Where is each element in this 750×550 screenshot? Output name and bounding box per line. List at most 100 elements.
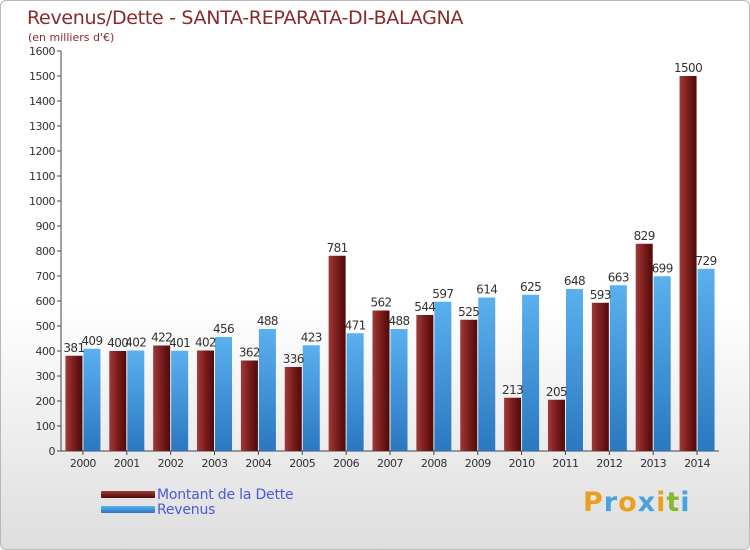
y-tick-label: 1500 bbox=[29, 70, 55, 83]
bar-dette bbox=[197, 350, 215, 451]
data-label-revenus: 409 bbox=[81, 334, 102, 348]
data-label-dette: 1500 bbox=[674, 61, 702, 75]
y-tick-label: 1400 bbox=[29, 95, 55, 108]
logo-letter: o bbox=[618, 487, 638, 518]
bar-dette bbox=[240, 360, 258, 451]
x-tick-label: 2009 bbox=[465, 457, 491, 470]
bar-revenus bbox=[565, 289, 583, 451]
axes: 0 100 200 300 400 500 600 700 800 900 1000 1100 1200… bbox=[29, 45, 719, 470]
data-label-dette: 336 bbox=[283, 352, 304, 366]
x-tick-label: 2011 bbox=[552, 457, 578, 470]
logo-letter: P bbox=[583, 487, 604, 518]
bar-revenus bbox=[83, 348, 101, 451]
bar-dette bbox=[635, 243, 653, 451]
logo-letter: i bbox=[680, 487, 691, 518]
logo-letter: r bbox=[603, 487, 619, 518]
legend-item-revenus: Revenus bbox=[101, 502, 293, 518]
legend-swatch-debt bbox=[101, 491, 155, 498]
logo-letter: t bbox=[666, 487, 681, 518]
x-tick-label: 2014 bbox=[684, 457, 710, 470]
data-label-revenus: 699 bbox=[652, 261, 673, 275]
chart-title: Revenus/Dette - SANTA-REPARATA-DI-BALAGN… bbox=[27, 7, 464, 29]
legend: Montant de la Dette Revenus bbox=[101, 486, 294, 518]
data-label-dette: 205 bbox=[546, 385, 567, 399]
data-label-revenus: 402 bbox=[125, 336, 146, 350]
data-label-revenus: 597 bbox=[432, 287, 453, 301]
data-label-revenus: 471 bbox=[345, 318, 366, 332]
x-tick-label: 2008 bbox=[421, 457, 447, 470]
logo-letter: i bbox=[656, 487, 667, 518]
y-tick-label: 800 bbox=[36, 245, 56, 258]
y-tick-label: 900 bbox=[36, 220, 56, 233]
bar-dette bbox=[284, 367, 302, 451]
y-tick-label: 1600 bbox=[29, 45, 55, 58]
bar-dette bbox=[591, 302, 609, 451]
data-label-dette: 593 bbox=[590, 288, 611, 302]
legend-swatch-revenus bbox=[101, 506, 155, 513]
bar-revenus bbox=[171, 350, 189, 451]
data-label-revenus: 625 bbox=[520, 280, 541, 294]
bar-dette bbox=[109, 351, 127, 451]
bar-revenus bbox=[127, 350, 145, 451]
data-label-revenus: 614 bbox=[476, 283, 497, 297]
chart-subtitle: (en milliers d'€) bbox=[28, 31, 115, 44]
bar-revenus bbox=[697, 268, 715, 451]
y-tick-label: 200 bbox=[36, 395, 56, 408]
bar-dette bbox=[416, 315, 434, 451]
data-label-dette: 362 bbox=[239, 346, 260, 360]
bar-dette bbox=[65, 355, 83, 451]
data-label-revenus: 729 bbox=[696, 254, 717, 268]
x-tick-label: 2007 bbox=[377, 457, 403, 470]
data-label-revenus: 488 bbox=[257, 314, 278, 328]
x-tick-label: 2003 bbox=[202, 457, 228, 470]
legend-label-debt: Montant de la Dette bbox=[157, 486, 294, 503]
bar-dette bbox=[460, 319, 478, 451]
x-tick-label: 2012 bbox=[596, 457, 622, 470]
x-tick-label: 2004 bbox=[245, 457, 271, 470]
x-tick-label: 2005 bbox=[289, 457, 315, 470]
data-label-dette: 544 bbox=[414, 300, 435, 314]
bar-revenus bbox=[302, 345, 320, 451]
y-tick-label: 1000 bbox=[29, 195, 55, 208]
y-tick-label: 100 bbox=[36, 420, 56, 433]
y-tick-label: 400 bbox=[36, 345, 56, 358]
proxiti-logo: Proxiti bbox=[583, 487, 691, 518]
legend-item-debt: Montant de la Dette bbox=[101, 486, 294, 503]
logo-letter: x bbox=[637, 487, 657, 518]
bar-revenus bbox=[215, 337, 233, 451]
data-label-revenus: 456 bbox=[213, 322, 234, 336]
x-tick-label: 2002 bbox=[158, 457, 184, 470]
y-tick-label: 0 bbox=[49, 445, 56, 458]
x-tick-label: 2013 bbox=[640, 457, 666, 470]
data-label-dette: 525 bbox=[458, 305, 479, 319]
data-label-revenus: 648 bbox=[564, 274, 585, 288]
y-tick-label: 1300 bbox=[29, 120, 55, 133]
data-label-revenus: 401 bbox=[169, 336, 190, 350]
data-label-revenus: 663 bbox=[608, 270, 629, 284]
bar-dette bbox=[328, 255, 346, 451]
y-tick-label: 300 bbox=[36, 370, 56, 383]
bar-revenus bbox=[609, 285, 627, 451]
bar-revenus bbox=[390, 329, 408, 451]
bar-revenus bbox=[434, 301, 452, 451]
data-label-dette: 562 bbox=[370, 296, 391, 310]
bar-dette bbox=[504, 397, 522, 451]
y-tick-label: 600 bbox=[36, 295, 56, 308]
x-tick-label: 2010 bbox=[509, 457, 535, 470]
data-label-dette: 422 bbox=[151, 331, 172, 345]
x-tick-label: 2001 bbox=[114, 457, 140, 470]
y-tick-label: 1100 bbox=[29, 170, 55, 183]
data-label-dette: 400 bbox=[107, 336, 128, 350]
bar-dette bbox=[153, 345, 171, 451]
data-label-dette: 402 bbox=[195, 336, 216, 350]
y-tick-label: 1200 bbox=[29, 145, 55, 158]
bar-dette bbox=[679, 76, 697, 451]
y-tick-label: 500 bbox=[36, 320, 56, 333]
data-label-dette: 781 bbox=[327, 241, 348, 255]
bar-revenus bbox=[478, 297, 496, 451]
data-label-dette: 381 bbox=[63, 341, 84, 355]
bar-dette bbox=[372, 310, 390, 451]
